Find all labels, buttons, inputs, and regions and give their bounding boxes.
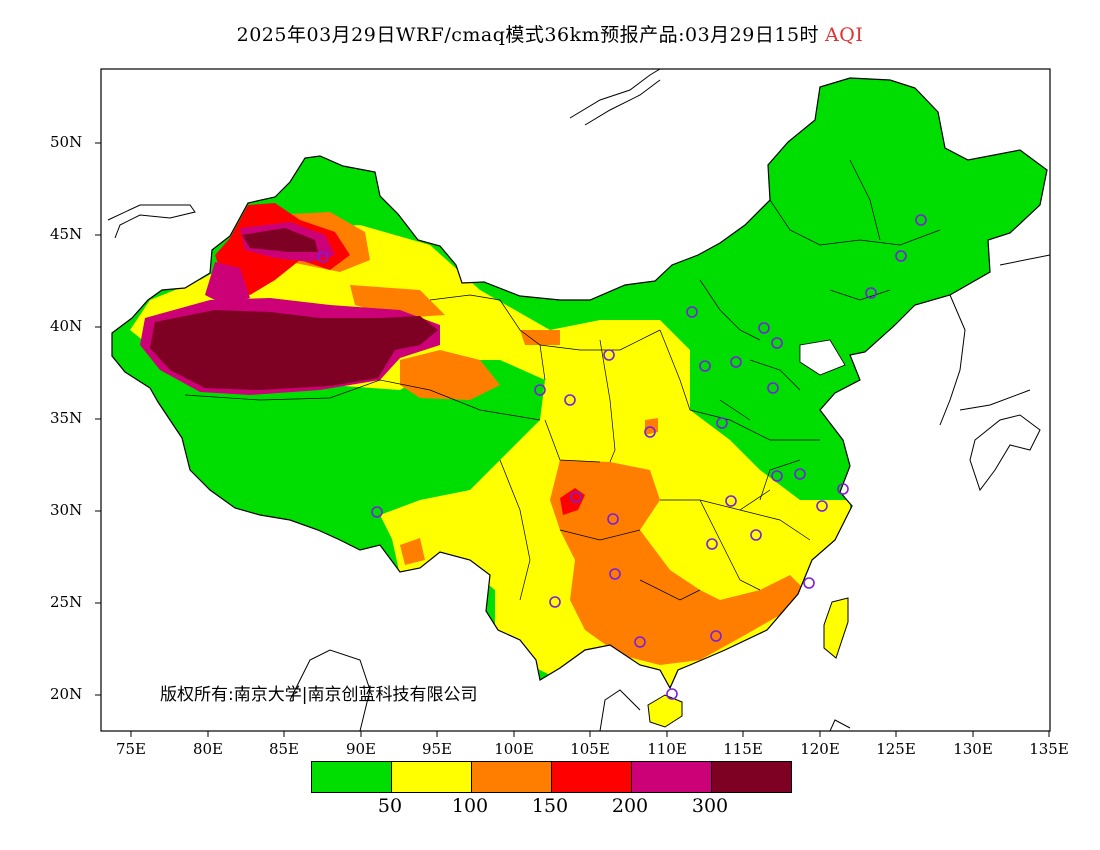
lat-label-20n: 20N (50, 685, 83, 703)
legend-swatch-5 (712, 762, 791, 792)
legend-swatch-2 (472, 762, 552, 792)
china-border (111, 77, 1048, 690)
copyright-text: 版权所有:南京大学|南京创蓝科技有限公司 (160, 685, 478, 705)
lat-label-50n: 50N (50, 133, 83, 151)
province-boundaries (184, 159, 941, 601)
title-text: 2025年03月29日WRF/cmaq模式36km预报产品:03月29日15时 (236, 24, 820, 46)
lon-label-95e: 95E (421, 740, 453, 758)
lon-label-75e: 75E (115, 740, 147, 758)
legend-swatch-3 (552, 762, 632, 792)
legend-swatch-0 (312, 762, 392, 792)
lon-label-90e: 90E (345, 740, 377, 758)
legend-label-50: 50 (377, 795, 403, 817)
neighbor-outlines (107, 69, 1050, 731)
lat-label-45n: 45N (50, 225, 83, 243)
lon-label-105e: 105E (570, 740, 610, 758)
title-product: AQI (825, 24, 864, 46)
lon-label-85e: 85E (268, 740, 300, 758)
legend-label-300: 300 (691, 795, 729, 817)
lon-label-100e: 100E (494, 740, 534, 758)
chart-title: 2025年03月29日WRF/cmaq模式36km预报产品:03月29日15时 A… (0, 20, 1100, 47)
lon-label-110e: 110E (647, 740, 687, 758)
lon-label-115e: 115E (723, 740, 763, 758)
legend-label-200: 200 (611, 795, 649, 817)
taiwan-region (823, 597, 849, 659)
legend-label-150: 150 (531, 795, 569, 817)
lat-label-25n: 25N (50, 593, 83, 611)
legend-swatch-1 (392, 762, 472, 792)
aqi-legend (311, 761, 792, 793)
aqi-zone-hazardous (150, 310, 438, 390)
map-frame (100, 68, 1051, 732)
lat-label-30n: 30N (50, 501, 83, 519)
lon-label-125e: 125E (876, 740, 916, 758)
lon-label-80e: 80E (192, 740, 224, 758)
lon-label-130e: 130E (953, 740, 993, 758)
lat-label-35n: 35N (50, 409, 83, 427)
aqi-zone-usg (550, 460, 805, 665)
legend-label-100: 100 (451, 795, 489, 817)
axis-ticks (95, 142, 1050, 737)
lat-label-40n: 40N (50, 317, 83, 335)
city-markers (317, 214, 927, 700)
aqi-zone-very-unhealthy (205, 262, 250, 305)
lon-label-135e: 135E (1029, 740, 1069, 758)
legend-swatch-4 (632, 762, 712, 792)
hainan-region (647, 694, 683, 728)
lon-label-120e: 120E (800, 740, 840, 758)
